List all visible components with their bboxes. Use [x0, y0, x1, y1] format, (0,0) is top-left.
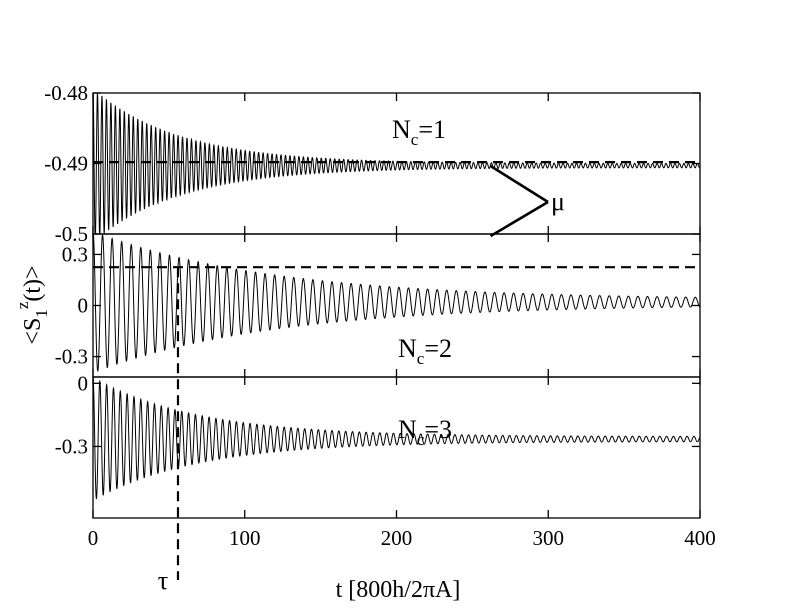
- x-tick-label: 0: [88, 526, 99, 550]
- panel-label-main: N: [392, 115, 411, 144]
- svg-text:<S1z(t)>: <S1z(t)>: [13, 265, 51, 344]
- y-tick-label-panel-2: 0: [78, 294, 89, 318]
- panel-label-1: Nc=1: [392, 115, 446, 149]
- y-axis-title-sup: z: [13, 301, 32, 309]
- series-line-panel-1: [93, 93, 700, 234]
- series-line-panel-2: [93, 234, 700, 372]
- mu-label: μ: [551, 187, 565, 216]
- panel-label-tail: =3: [424, 415, 452, 444]
- y-tick-label-panel-1: -0.5: [55, 222, 88, 246]
- y-axis-title: <S1z(t)>: [13, 265, 51, 344]
- panel-3: 0 -0.3 Nc=3: [55, 371, 701, 519]
- y-tick-label-panel-1: -0.49: [44, 152, 88, 176]
- x-tick-label: 200: [381, 526, 413, 550]
- annotation-layer: 0 100 200 300 400 τ μ: [88, 164, 716, 595]
- y-axis-title-base: <S: [20, 318, 46, 345]
- y-tick-label-panel-3: 0: [78, 371, 89, 395]
- panel-label-sub: c: [417, 349, 425, 368]
- y-tick-label-panel-1: -0.48: [44, 81, 88, 105]
- panel-label-sub: c: [417, 430, 425, 449]
- x-axis-title: t [800h/2πA]: [336, 577, 461, 603]
- y-tick-label-panel-2: 0.3: [62, 242, 88, 266]
- panels-layer: -0.48-0.49-0.5Nc=10.30-0.3 Nc=20-0.3Nc=3: [44, 81, 701, 519]
- mu-bracket-lower: [489, 200, 549, 238]
- mu-bracket-upper: [489, 164, 549, 204]
- y-axis-title-tail: (t)>: [20, 265, 46, 301]
- panel-label-sub: c: [411, 130, 419, 149]
- y-axis-title-sub: 1: [32, 309, 51, 318]
- panel-label-2: Nc=2: [398, 334, 452, 368]
- series-line-panel-3: [93, 377, 700, 500]
- panel-label-tail: =1: [418, 115, 446, 144]
- x-tick-label: 100: [229, 526, 261, 550]
- panel-1: -0.48 -0.49 -0.5 Nc=1: [44, 81, 701, 246]
- panel-label-main: N: [398, 334, 417, 363]
- y-tick-label-panel-2: -0.3: [55, 345, 88, 369]
- panel-label-tail: =2: [424, 334, 452, 363]
- panel-label-main: N: [398, 415, 417, 444]
- panel-2: 0.3 0 -0.3 Nc=2: [55, 233, 701, 378]
- tau-label: τ: [158, 566, 168, 595]
- panel-label-3: Nc=3: [398, 415, 452, 449]
- y-tick-label-panel-3: -0.3: [55, 434, 88, 458]
- x-tick-label: 400: [684, 526, 716, 550]
- x-tick-label: 300: [533, 526, 565, 550]
